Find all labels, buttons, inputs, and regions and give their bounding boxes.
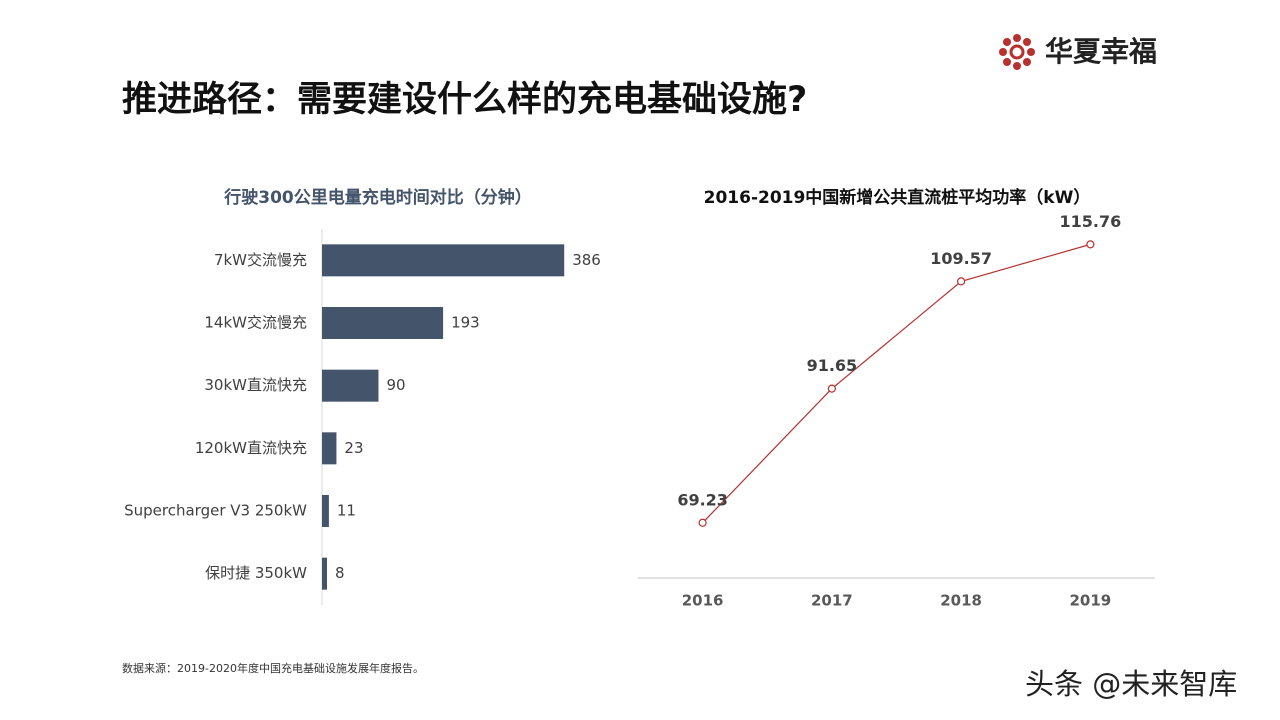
- logo-text: 华夏幸福: [1045, 35, 1157, 68]
- x-tick-label: 2019: [1070, 592, 1112, 610]
- point: [957, 277, 966, 286]
- category-label: 14kW交流慢充: [204, 314, 307, 332]
- bar: [322, 307, 444, 339]
- category-label: 7kW交流慢充: [214, 251, 307, 269]
- category-label: 保时捷 350kW: [205, 564, 307, 582]
- watermark: 头条 @未来智库: [1025, 667, 1237, 701]
- data-label: 386: [572, 251, 601, 269]
- data-label: 193: [451, 314, 480, 332]
- data-label: 23: [344, 439, 363, 457]
- x-tick-label: 2018: [940, 592, 982, 610]
- bar: [322, 495, 329, 527]
- slide-title: 推进路径：需要建设什么样的充电基础设施?: [122, 80, 807, 120]
- source-note: 数据来源：2019-2020年度中国充电基础设施发展年度报告。: [122, 661, 424, 675]
- data-label: 69.23: [677, 490, 728, 509]
- category-label: 30kW直流快充: [204, 376, 307, 394]
- point: [698, 518, 707, 527]
- data-label: 8: [335, 564, 345, 582]
- line: [702, 243, 1091, 524]
- data-label: 109.57: [930, 249, 992, 268]
- logo-icon: [999, 34, 1035, 70]
- data-label: 91.65: [807, 356, 858, 375]
- chart-title: 行驶300公里电量充电时间对比（分钟）: [223, 187, 532, 208]
- point: [827, 384, 836, 393]
- bar: [322, 369, 379, 402]
- category-label: 120kW直流快充: [195, 439, 307, 457]
- category-label: Supercharger V3 250kW: [124, 502, 307, 520]
- data-label: 115.76: [1060, 212, 1122, 231]
- data-label: 90: [386, 376, 405, 394]
- bar: [322, 432, 337, 465]
- data-label: 11: [337, 502, 356, 520]
- x-tick-label: 2016: [682, 592, 724, 610]
- bar: [322, 244, 565, 277]
- point: [1086, 240, 1095, 249]
- chart-title: 2016-2019中国新增公共直流桩平均功率（kW）: [704, 187, 1091, 208]
- bar: [322, 557, 328, 590]
- x-tick-label: 2017: [811, 592, 853, 610]
